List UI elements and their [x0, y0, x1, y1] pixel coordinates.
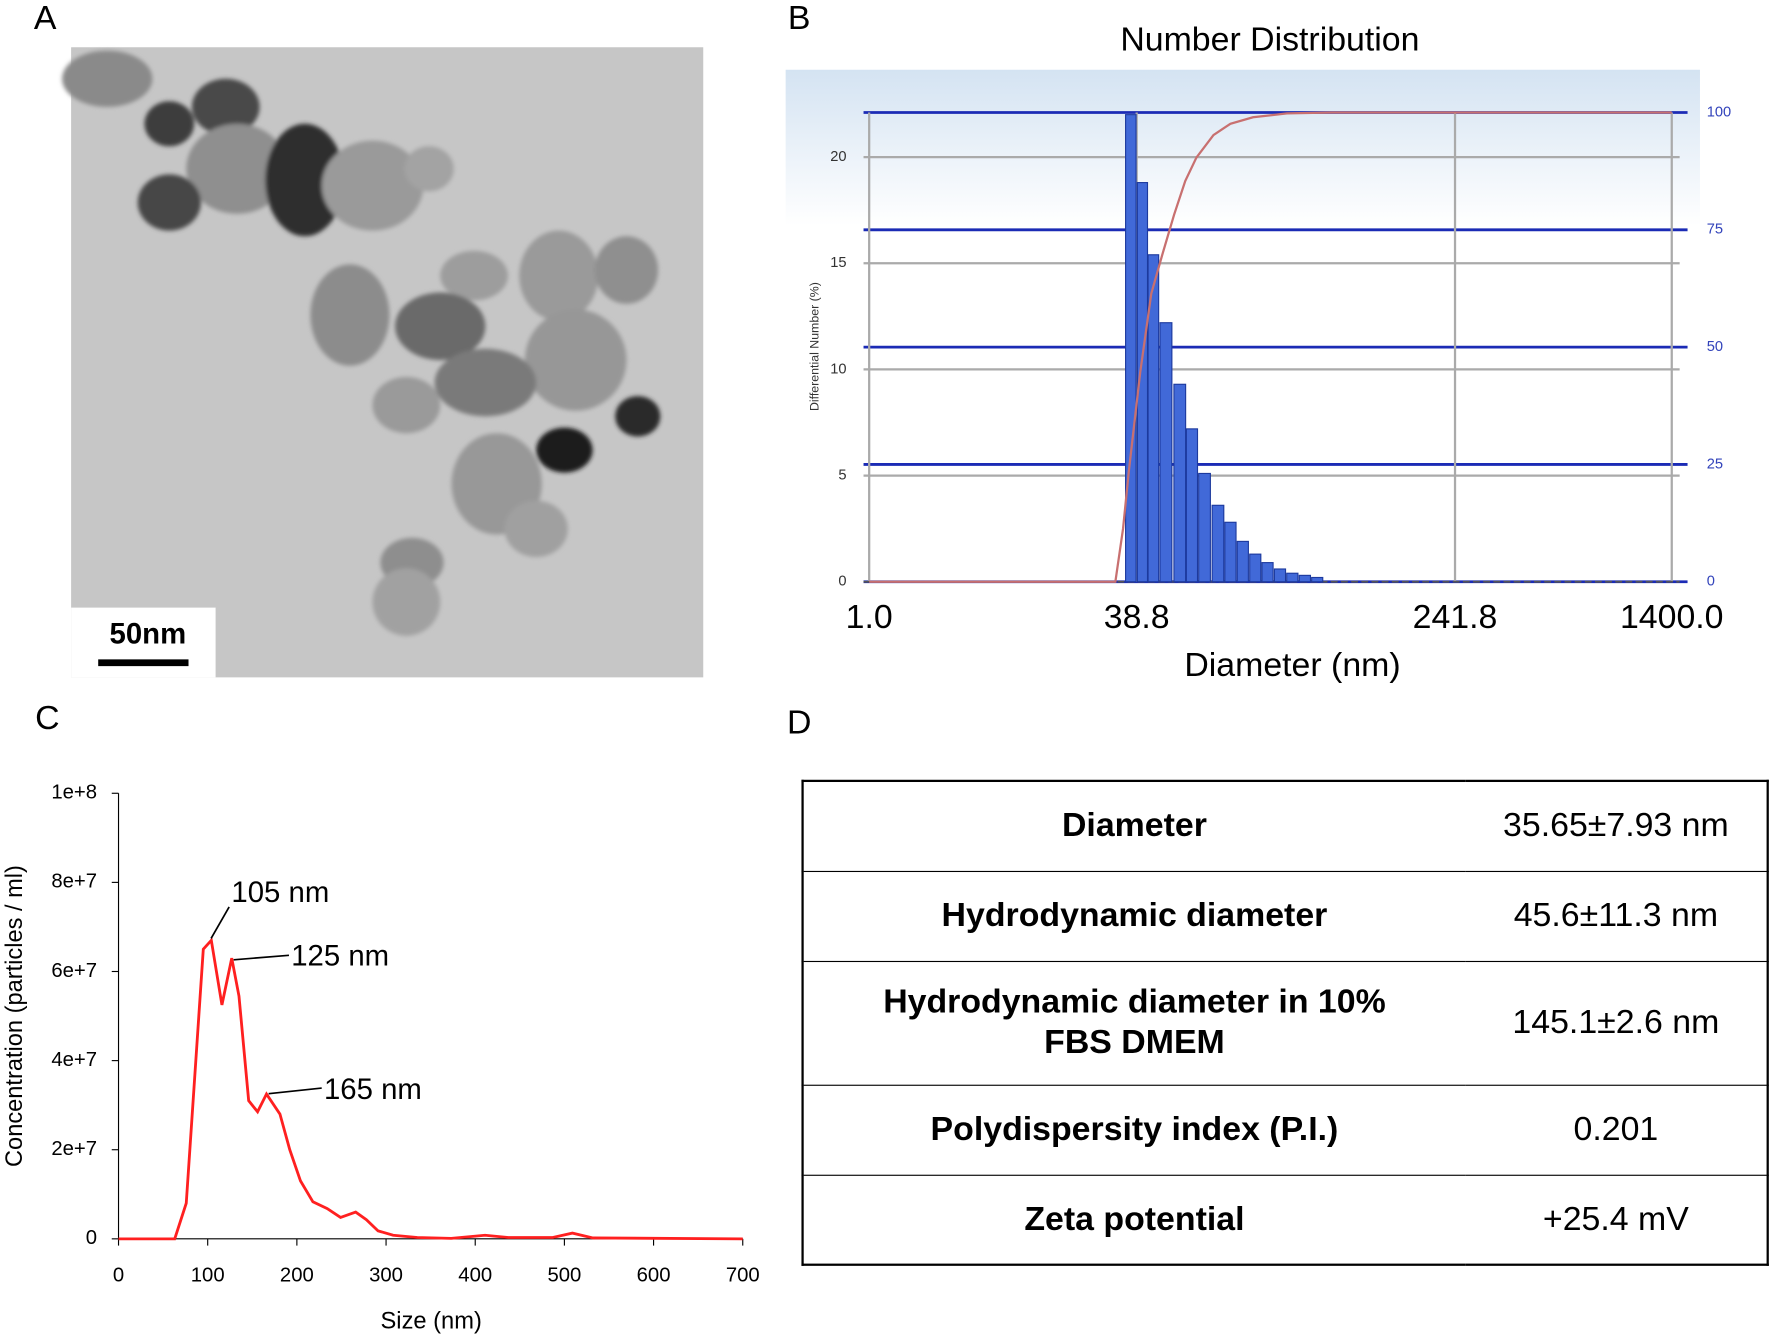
x-tick-label: 300: [369, 1264, 403, 1286]
bar: [1311, 576, 1324, 583]
y-tick-label: 10: [830, 361, 846, 377]
x-axis-label: Diameter (nm): [1184, 646, 1400, 684]
x-tick-label: 200: [280, 1264, 314, 1286]
y-tick-label: 20: [830, 149, 846, 165]
table-row: Polydispersity index (P.I.) 0.201: [802, 1084, 1768, 1175]
y-tick-label: 0: [86, 1227, 97, 1249]
y-tick-label: 8e+7: [51, 871, 97, 893]
y2-tick-label: 75: [1707, 222, 1723, 238]
x-tick-label: 241.8: [1413, 598, 1498, 636]
bar: [1147, 254, 1160, 583]
y2-tick-label: 25: [1707, 456, 1723, 472]
bar: [1261, 562, 1274, 583]
property-name: Zeta potential: [802, 1174, 1466, 1265]
y-tick-label: 4e+7: [51, 1049, 97, 1071]
y-axis-label: Differential Number (%): [807, 282, 821, 411]
annotation: 165 nm: [324, 1073, 422, 1106]
property-name: Hydrodynamic diameter in 10% FBS DMEM: [802, 960, 1466, 1085]
table-row: Diameter 35.65±7.93 nm: [802, 780, 1768, 871]
bar: [1159, 322, 1173, 583]
panel-label: A: [34, 0, 57, 37]
annotation-leader: [210, 906, 230, 939]
table-row: Hydrodynamic diameter 45.6±11.3 nm: [802, 870, 1768, 961]
bar: [1198, 472, 1211, 583]
bar: [1286, 572, 1299, 583]
data-line: [118, 937, 743, 1241]
property-name: Hydrodynamic diameter: [802, 870, 1466, 961]
plot-background: [785, 69, 1700, 590]
y-tick-label: 15: [830, 255, 846, 271]
y-tick-label: 0: [838, 574, 846, 590]
x-tick-label: 700: [726, 1264, 760, 1286]
x-tick-label: 100: [191, 1264, 225, 1286]
chart-title: Number Distribution: [1120, 21, 1419, 59]
y2-tick-label: 100: [1707, 104, 1731, 120]
bar: [1185, 428, 1199, 583]
x-tick-label: 600: [637, 1264, 671, 1286]
y-tick-label: 1e+8: [51, 782, 97, 804]
x-tick-label: 400: [458, 1264, 492, 1286]
bar: [1298, 574, 1312, 583]
bar: [1211, 504, 1225, 583]
x-axis-label: Size (nm): [381, 1308, 482, 1334]
y2-tick-label: 50: [1707, 339, 1723, 355]
bar: [1125, 114, 1137, 583]
panel-label: C: [35, 699, 59, 737]
property-value: 45.6±11.3 nm: [1465, 870, 1768, 961]
bar: [1173, 383, 1187, 583]
property-name: Diameter: [802, 780, 1466, 871]
y-tick-label: 5: [838, 467, 846, 483]
property-value: 35.65±7.93 nm: [1465, 780, 1768, 871]
y-axis-label: Concentration (particles / ml): [2, 865, 28, 1167]
panel-label: B: [788, 0, 811, 37]
annotation-leader: [268, 1087, 322, 1095]
y2-tick-label: 0: [1707, 574, 1715, 590]
x-tick-label: 1.0: [846, 598, 893, 636]
x-tick-label: 500: [547, 1264, 581, 1286]
y-tick-label: 2e+7: [51, 1138, 97, 1160]
property-value: 0.201: [1465, 1084, 1768, 1175]
property-name: Polydispersity index (P.I.): [802, 1084, 1466, 1175]
scale-bar-label: 50nm: [110, 618, 187, 651]
annotation-leader: [233, 954, 290, 961]
annotation: 125 nm: [291, 939, 389, 972]
bar: [1236, 540, 1249, 583]
x-tick-label: 1400.0: [1620, 598, 1724, 636]
table-row: Zeta potential +25.4 mV: [802, 1174, 1768, 1265]
property-value: +25.4 mV: [1465, 1174, 1768, 1265]
bar: [1136, 182, 1149, 583]
cumulative-line: [869, 111, 1672, 583]
panel-label: D: [787, 704, 811, 742]
bar: [1273, 568, 1287, 583]
table-row: Hydrodynamic diameter in 10% FBS DMEM 145…: [802, 960, 1768, 1085]
properties-table: Diameter 35.65±7.93 nm Hydrodynamic diamet…: [801, 779, 1769, 1266]
x-tick-label: 38.8: [1104, 598, 1170, 636]
annotation: 105 nm: [231, 876, 329, 909]
x-tick-label: 0: [113, 1264, 124, 1286]
property-value: 145.1±2.6 nm: [1465, 960, 1768, 1085]
bar: [1224, 521, 1237, 583]
y-tick-label: 6e+7: [51, 960, 97, 982]
tem-image: 50nm: [62, 47, 704, 678]
bar: [1249, 553, 1262, 583]
